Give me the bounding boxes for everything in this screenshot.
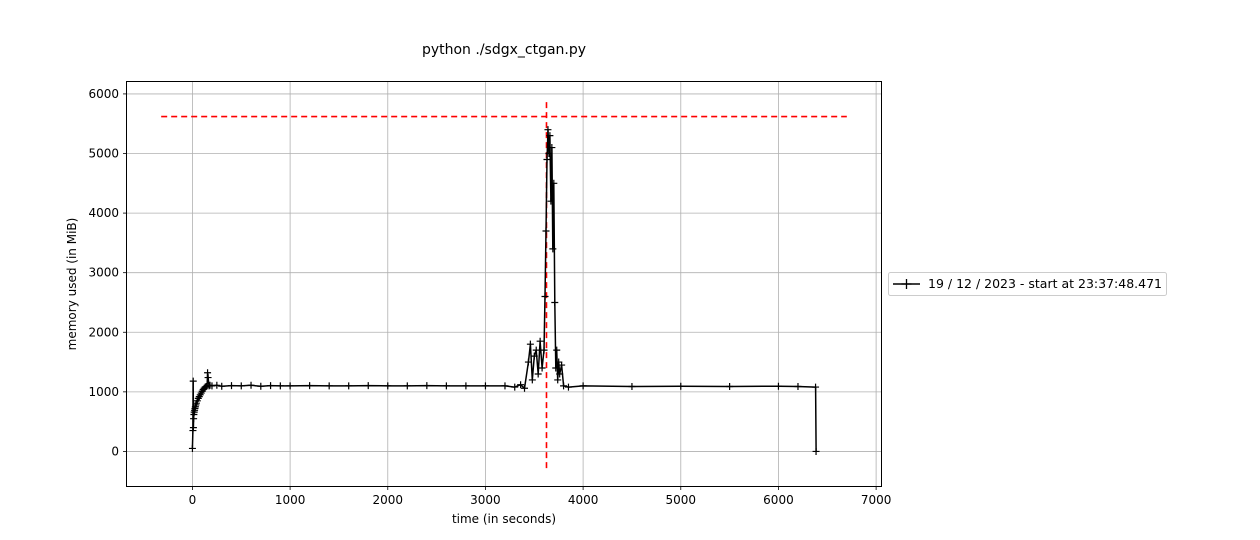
- data-point-marker: [579, 382, 587, 390]
- data-point-marker: [403, 382, 411, 390]
- x-tick-label: 7000: [861, 493, 892, 507]
- y-tick-label: 3000: [88, 266, 119, 280]
- y-axis-ticks: 0 1000 2000 3000 4000 5000 6000: [88, 87, 127, 458]
- data-point-marker: [276, 382, 284, 390]
- data-point-marker: [306, 382, 314, 390]
- data-point-marker: [553, 346, 561, 354]
- legend-label: 19 / 12 / 2023 - start at 23:37:48.471: [928, 276, 1162, 291]
- data-point-marker: [552, 364, 560, 372]
- data-point-marker: [345, 382, 353, 390]
- data-point-marker: [560, 382, 568, 390]
- data-point-marker: [540, 346, 548, 354]
- data-point-marker: [228, 382, 236, 390]
- data-point-marker: [543, 155, 551, 163]
- data-point-marker: [213, 381, 221, 389]
- y-tick-label: 2000: [88, 325, 119, 339]
- y-tick-label: 1000: [88, 385, 119, 399]
- data-point-marker: [538, 364, 546, 372]
- data-point-marker: [423, 382, 431, 390]
- y-tick-label: 6000: [88, 87, 119, 101]
- data-point-marker: [524, 358, 532, 366]
- data-point-marker: [501, 382, 509, 390]
- data-point-marker: [774, 382, 782, 390]
- data-point-marker: [247, 381, 255, 389]
- data-point-marker: [628, 382, 636, 390]
- data-point-marker: [528, 376, 536, 384]
- data-point-marker: [548, 144, 556, 152]
- data-point-marker: [536, 337, 544, 345]
- data-point-marker: [564, 383, 572, 391]
- data-point-marker: [521, 384, 529, 392]
- legend-marker-icon: [901, 279, 912, 289]
- data-point-marker: [541, 293, 549, 301]
- data-point-marker: [257, 382, 265, 390]
- data-point-marker: [189, 377, 197, 385]
- data-point-marker: [542, 227, 550, 235]
- data-point-marker: [556, 370, 564, 378]
- x-tick-label: 6000: [763, 493, 794, 507]
- data-point-marker: [189, 424, 197, 432]
- data-point-marker: [558, 361, 566, 369]
- data-point-marker: [511, 383, 519, 391]
- data-point-marker: [517, 381, 525, 389]
- x-tick-label: 5000: [666, 493, 697, 507]
- data-point-marker: [204, 374, 212, 382]
- reference-lines: [161, 99, 847, 469]
- plot-frame: [126, 81, 882, 487]
- grid: [127, 82, 881, 486]
- data-point-marker: [325, 382, 333, 390]
- data-point-marker: [547, 197, 555, 205]
- data-point-marker: [364, 382, 372, 390]
- y-tick-label: 0: [111, 444, 119, 458]
- data-point-marker: [551, 298, 559, 306]
- data-point-marker: [545, 150, 553, 158]
- data-point-marker: [286, 382, 294, 390]
- data-point-marker: [549, 245, 557, 253]
- x-tick-label: 4000: [568, 493, 599, 507]
- data-point-marker: [550, 179, 558, 187]
- y-tick-label: 4000: [88, 206, 119, 220]
- data-point-marker: [218, 382, 226, 390]
- legend: 19 / 12 / 2023 - start at 23:37:48.471: [888, 272, 1167, 296]
- data-point-marker: [530, 352, 538, 360]
- data-point-marker: [534, 370, 542, 378]
- data-point-marker: [384, 382, 392, 390]
- data-point-marker: [546, 132, 554, 140]
- x-tick-label: 1000: [275, 493, 306, 507]
- data-point-marker: [267, 382, 275, 390]
- data-point-marker: [532, 346, 540, 354]
- x-axis-ticks: 0 1000 2000 3000 4000 5000 6000 7000: [189, 486, 892, 507]
- data-point-marker: [237, 382, 245, 390]
- x-tick-label: 3000: [470, 493, 501, 507]
- x-axis-label: time (in seconds): [452, 512, 556, 526]
- data-point-marker: [544, 126, 552, 134]
- data-point-marker: [794, 382, 802, 390]
- data-point-marker: [442, 382, 450, 390]
- data-point-marker: [554, 376, 562, 384]
- data-point-marker: [677, 382, 685, 390]
- x-tick-label: 2000: [373, 493, 404, 507]
- legend-box: [888, 272, 1167, 296]
- y-tick-label: 5000: [88, 147, 119, 161]
- data-point-marker: [526, 340, 534, 348]
- x-tick-label: 0: [189, 493, 197, 507]
- data-point-marker: [726, 382, 734, 390]
- series-layer: [188, 126, 820, 455]
- data-point-marker: [188, 444, 196, 452]
- data-point-marker: [812, 447, 820, 455]
- y-axis-label: memory used (in MiB): [65, 218, 79, 351]
- data-point-marker: [462, 382, 470, 390]
- chart-title: python ./sdgx_ctgan.py: [422, 42, 586, 58]
- data-point-marker: [812, 383, 820, 391]
- data-point-marker: [481, 382, 489, 390]
